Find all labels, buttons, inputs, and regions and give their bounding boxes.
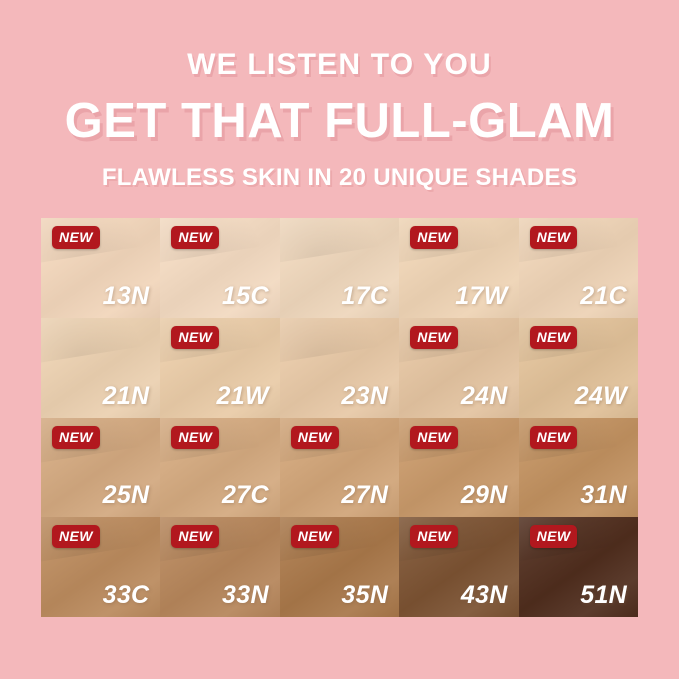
header-headline: GET THAT FULL-GLAM xyxy=(64,94,615,148)
shade-code-label: 29N xyxy=(460,481,508,510)
new-badge: NEW xyxy=(52,226,100,249)
shade-swatch-15c[interactable]: NEW 15C xyxy=(160,218,280,318)
shade-code-label: 33C xyxy=(102,581,150,609)
shade-swatch-17w[interactable]: NEW 17W xyxy=(399,218,519,318)
new-badge: NEW xyxy=(410,226,459,249)
shade-code-label: 25N xyxy=(102,481,150,510)
new-badge: NEW xyxy=(290,525,339,549)
shade-swatch-24n[interactable]: NEW 24N xyxy=(399,317,519,418)
shade-code-label: 33N xyxy=(222,581,269,609)
shade-swatch-21n[interactable]: 21N xyxy=(41,317,161,418)
new-badge: NEW xyxy=(171,325,220,349)
shade-code-label: 31N xyxy=(580,481,627,510)
new-badge: NEW xyxy=(52,425,100,449)
shade-swatch-21w[interactable]: NEW 21W xyxy=(160,317,280,418)
shade-code-label: 51N xyxy=(580,581,627,609)
shade-code-label: 21C xyxy=(580,281,627,310)
shade-swatch-27n[interactable]: NEW 27N xyxy=(279,417,400,518)
shade-code-label: 23N xyxy=(341,381,389,410)
shade-swatch-33c[interactable]: NEW 33C xyxy=(41,517,161,617)
shade-swatch-24w[interactable]: NEW 24W xyxy=(518,317,638,418)
shade-swatch-17c[interactable]: 17C xyxy=(279,218,400,318)
shade-swatch-27c[interactable]: NEW 27C xyxy=(160,417,280,518)
new-badge: NEW xyxy=(410,525,459,549)
shade-code-label: 21N xyxy=(102,381,150,410)
new-badge: NEW xyxy=(171,425,220,449)
new-badge: NEW xyxy=(529,425,578,449)
shade-swatch-43n[interactable]: NEW 43N xyxy=(399,517,519,617)
shade-code-label: 17W xyxy=(455,281,508,310)
shade-code-label: 13N xyxy=(102,281,150,310)
shade-code-label: 43N xyxy=(460,581,508,609)
shade-code-label: 27N xyxy=(341,481,389,510)
shade-swatch-33n[interactable]: NEW 33N xyxy=(160,517,280,617)
header-subline: FLAWLESS SKIN IN 20 UNIQUE SHADES xyxy=(101,164,578,191)
new-badge: NEW xyxy=(529,525,578,549)
shade-code-label: 35N xyxy=(341,581,389,609)
shade-swatch-29n[interactable]: NEW 29N xyxy=(399,417,519,518)
shade-swatch-31n[interactable]: NEW 31N xyxy=(518,417,638,518)
shade-code-label: 17C xyxy=(341,281,389,310)
new-badge: NEW xyxy=(290,425,339,449)
shade-swatch-23n[interactable]: 23N xyxy=(279,317,400,418)
new-badge: NEW xyxy=(52,525,100,549)
header-kicker: WE LISTEN TO YOU xyxy=(187,48,492,81)
new-badge: NEW xyxy=(171,226,220,249)
shade-swatch-13n[interactable]: NEW 13N xyxy=(41,218,161,318)
new-badge: NEW xyxy=(410,425,459,449)
shade-code-label: 24W xyxy=(574,381,627,410)
shade-code-label: 15C xyxy=(222,281,269,310)
new-badge: NEW xyxy=(529,226,578,249)
new-badge: NEW xyxy=(410,325,459,349)
shade-swatch-grid: NEW 13N NEW 15C 17C NEW 17W NEW 21C 21N NEW 21W 23N N… xyxy=(41,218,638,617)
new-badge: NEW xyxy=(171,525,220,549)
shade-swatch-25n[interactable]: NEW 25N xyxy=(41,417,161,518)
shade-swatch-51n[interactable]: NEW 51N xyxy=(518,517,638,617)
shade-code-label: 27C xyxy=(222,481,269,510)
shade-swatch-35n[interactable]: NEW 35N xyxy=(279,517,400,617)
new-badge: NEW xyxy=(529,325,578,349)
shade-code-label: 21W xyxy=(216,381,269,410)
shade-swatch-21c[interactable]: NEW 21C xyxy=(518,218,638,318)
shade-code-label: 24N xyxy=(460,381,508,410)
promo-header: WE LISTEN TO YOU GET THAT FULL-GLAM FLAW… xyxy=(0,0,679,200)
